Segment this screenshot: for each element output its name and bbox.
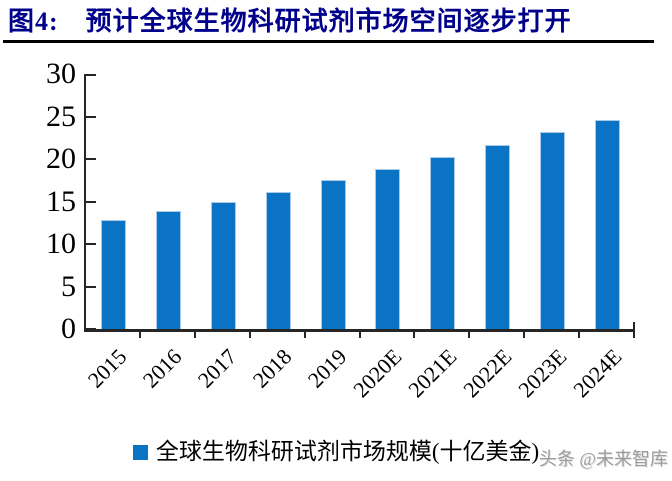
bar-2015 <box>100 220 126 329</box>
x-tick-mark <box>138 332 141 338</box>
plot-area <box>84 74 635 338</box>
x-tick-mark <box>578 332 581 338</box>
bar-2018 <box>265 192 291 329</box>
bar-2021E <box>430 157 456 329</box>
bar-2020E <box>375 169 401 329</box>
y-tick-label: 15 <box>46 184 76 218</box>
x-axis-labels: 2015 2016 2017 2018 2019 2020E 2021E 2022E 2023E… <box>0 336 672 410</box>
x-tick-mark <box>248 332 251 338</box>
legend-swatch <box>132 444 148 460</box>
y-tick-label: 10 <box>46 227 76 260</box>
x-tick-mark <box>468 332 471 338</box>
legend-label: 全球生物科研试剂市场规模(十亿美金) <box>155 439 540 464</box>
y-tick-mark <box>86 285 96 288</box>
bar-2024E <box>595 119 621 329</box>
x-tick-mark <box>413 332 416 338</box>
bar-2017 <box>210 201 236 329</box>
watermark: 头条 @未来智库 <box>538 449 668 469</box>
y-tick-mark <box>86 243 96 245</box>
y-tick-label: 20 <box>46 142 76 175</box>
figure-title: 图4: 预计全球生物科研试剂市场空间逐步打开 <box>8 7 572 36</box>
y-tick-mark <box>86 158 96 160</box>
x-tick-label: 2015 <box>83 343 132 393</box>
bar-2019 <box>320 180 346 329</box>
y-tick-mark <box>86 200 96 203</box>
y-axis-labels: 0 5 10 15 20 25 30 <box>0 59 76 344</box>
bar-2022E <box>485 145 511 329</box>
x-tick-mark <box>633 332 635 338</box>
y-tick-mark <box>86 328 96 330</box>
bar-2023E <box>540 131 566 329</box>
x-tick-mark <box>358 332 361 338</box>
y-tick-label: 25 <box>46 99 76 133</box>
title-divider <box>3 40 654 43</box>
chart-legend: 全球生物科研试剂市场规模(十亿美金) <box>0 438 672 466</box>
y-tick-label: 5 <box>61 269 76 303</box>
x-tick-mark <box>523 332 526 338</box>
y-tick-label: 0 <box>61 312 76 345</box>
y-tick-label: 30 <box>46 57 76 90</box>
x-axis-end-tick <box>633 322 635 329</box>
x-tick-mark <box>303 332 306 338</box>
x-tick-mark <box>193 332 196 338</box>
y-tick-mark <box>86 115 96 118</box>
bar-2016 <box>155 210 181 329</box>
y-tick-mark <box>86 74 96 76</box>
